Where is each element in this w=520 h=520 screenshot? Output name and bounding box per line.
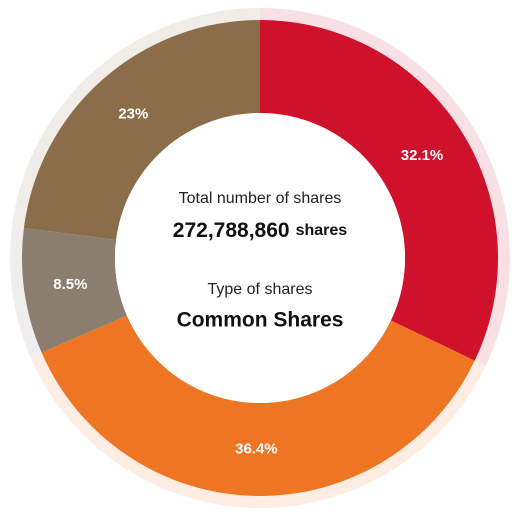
data-label: 32.1% — [401, 147, 444, 164]
type-label: Type of shares — [208, 281, 313, 298]
total-number: 272,788,860 — [173, 219, 290, 242]
segment — [23, 20, 260, 240]
segment-halo — [260, 8, 510, 366]
type-value: Common Shares — [177, 309, 344, 332]
segment — [21, 228, 127, 353]
total-value: 272,788,860 shares — [173, 219, 347, 242]
total-unit: shares — [296, 222, 348, 239]
donut — [9, 8, 510, 509]
data-label: 23% — [118, 105, 148, 122]
donut-hole — [115, 113, 405, 403]
segment-halo — [30, 348, 486, 509]
total-label: Total number of shares — [179, 190, 342, 207]
data-label: 36.4% — [235, 440, 278, 457]
segment — [260, 20, 498, 361]
data-label: 8.5% — [53, 276, 87, 293]
segment — [41, 315, 475, 497]
